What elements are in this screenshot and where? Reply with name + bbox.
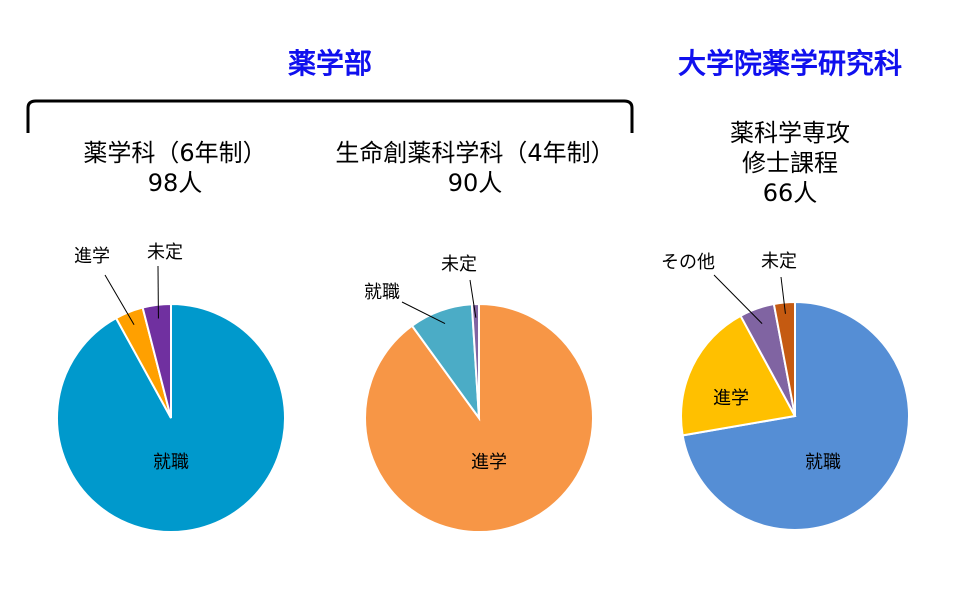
chart2-label-2: 就職 — [364, 282, 400, 303]
chart1-label-3: 未定 — [147, 242, 183, 263]
chart2-title-line2: 90人 — [447, 169, 503, 197]
undergrad-title: 薬学部 — [287, 47, 372, 80]
chart1-label-1: 就職 — [153, 452, 189, 473]
chart1-title: 薬学科（6年制） 98人 — [70, 138, 280, 198]
chart1-title-line2: 98人 — [147, 169, 203, 197]
chart2-leader-2 — [401, 301, 446, 325]
chart3-title-line1: 薬科学専攻 — [730, 119, 850, 147]
chart2-label-1: 進学 — [471, 452, 507, 473]
chart3-leader-3 — [713, 274, 763, 324]
chart3-leader-4 — [780, 276, 786, 314]
chart1-leader-2 — [104, 274, 135, 325]
chart2-title-line1: 生命創薬科学科（4年制） — [335, 139, 615, 167]
chart1-label-2: 進学 — [74, 246, 110, 267]
graduate-title: 大学院薬学研究科 — [677, 47, 902, 80]
chart2-label-3: 未定 — [441, 254, 477, 275]
chart3-slice-2 — [680, 314, 797, 437]
chart3-label-3: その他 — [661, 252, 715, 273]
chart2-title: 生命創薬科学科（4年制） 90人 — [330, 138, 620, 198]
chart3-title-line2: 修士課程 — [742, 149, 838, 177]
chart3-label-1: 就職 — [805, 452, 841, 473]
chart2-slice-3 — [470, 302, 480, 419]
chart2-leader-3 — [469, 279, 477, 318]
chart3-title: 薬科学専攻 修士課程 66人 — [700, 118, 880, 208]
chart3-label-2: 進学 — [713, 388, 749, 409]
chart1-title-line1: 薬学科（6年制） — [83, 139, 267, 167]
chart2-slice-1 — [364, 302, 594, 533]
chart3-title-line3: 66人 — [762, 179, 818, 207]
chart1-slice-3 — [141, 302, 172, 419]
chart3-label-4: 未定 — [761, 251, 797, 272]
